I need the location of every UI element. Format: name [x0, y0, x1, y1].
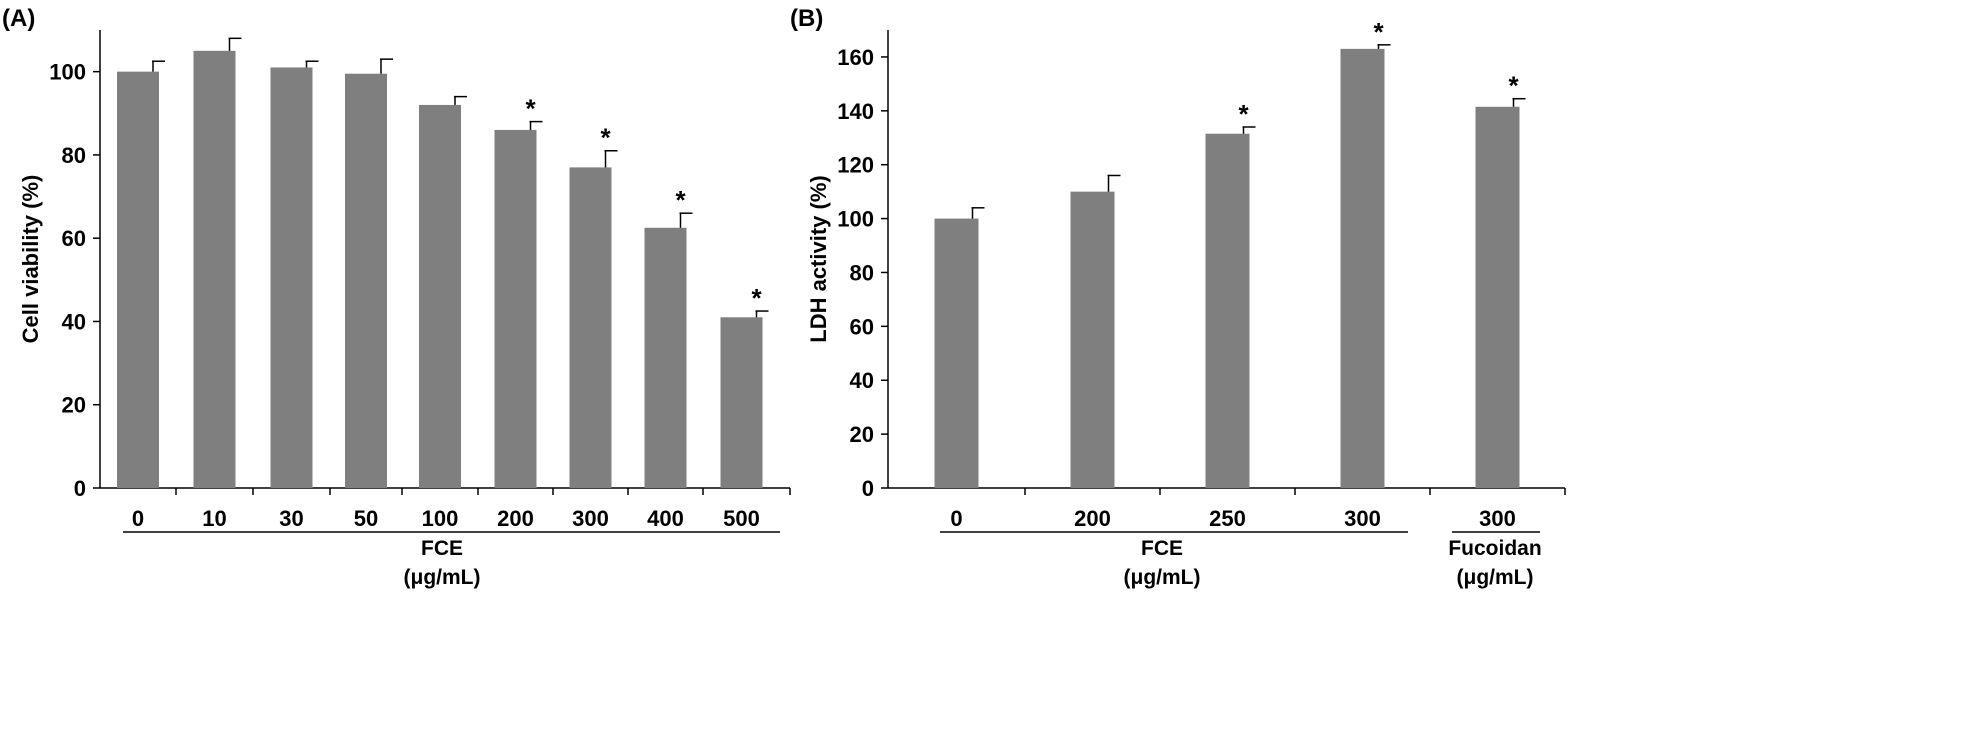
panel-b-y-tick-label: 120: [837, 153, 874, 178]
panel-b-y-tick-label: 140: [837, 99, 874, 124]
panel-a-x-tick-label: 300: [572, 506, 609, 531]
panel-b-y-tick-label: 80: [850, 260, 874, 285]
panel-a-bar: [720, 317, 763, 488]
panel-a-x-tick-label: 200: [497, 506, 534, 531]
panel-a-bar: [117, 71, 159, 489]
panel-b-group-unit-label: (μg/mL): [1124, 566, 1201, 589]
panel-b-group-label: FCE: [1141, 537, 1183, 560]
panel-b-y-tick-label: 40: [850, 368, 874, 393]
panel-a-x-tick-label: 30: [279, 506, 303, 531]
panel-b-significance-marker: *: [1373, 17, 1384, 47]
panel-b-x-tick-label: 300: [1344, 506, 1381, 531]
panel-a-bar: [569, 167, 612, 488]
panel-b-group-label: Fucoidan: [1448, 537, 1541, 560]
panel-b-x-tick-label: 200: [1074, 506, 1111, 531]
panel-b-bar: [934, 218, 979, 488]
panel-b-significance-marker: *: [1508, 71, 1519, 101]
panel-b-y-tick-label: 160: [837, 45, 874, 70]
panel-a-group-label: FCE: [421, 537, 463, 560]
panel-a-significance-marker: *: [600, 123, 611, 153]
panel-a-y-tick-label: 80: [62, 143, 86, 168]
panel-b-y-tick-label: 60: [850, 314, 874, 339]
panel-a-x-tick-label: 10: [202, 506, 226, 531]
panel-b-significance-marker: *: [1238, 99, 1249, 129]
panel-b-y-tick-label: 100: [837, 207, 874, 232]
panel-a-significance-marker: *: [751, 283, 762, 313]
panel-a-bar: [270, 67, 313, 489]
panel-a-y-tick-label: 100: [49, 60, 86, 85]
panel-b-y-tick-label: 20: [850, 422, 874, 447]
panel-a-bar: [494, 129, 537, 488]
panel-a-x-tick-label: 400: [647, 506, 684, 531]
panel-b-bar: [1070, 191, 1115, 488]
panel-b-y-tick-label: 0: [862, 476, 874, 501]
panel-a-bar: [345, 73, 387, 488]
panel-a-y-tick-label: 60: [62, 226, 86, 251]
panel-a-significance-marker: *: [675, 185, 686, 215]
panel-a-y-tick-label: 20: [62, 393, 86, 418]
panel-b-x-tick-label: 250: [1209, 506, 1246, 531]
panel-b-bar: [1340, 48, 1385, 488]
panel-b-x-tick-label: 0: [950, 506, 962, 531]
panel-a-x-tick-label: 50: [354, 506, 378, 531]
panel-b-bar: [1205, 133, 1250, 489]
panel-b-x-tick-label: 300: [1479, 506, 1516, 531]
panel-a-y-axis-title: Cell viability (%): [18, 175, 43, 344]
panel-a-y-tick-label: 40: [62, 309, 86, 334]
panel-b-y-axis-title: LDH activity (%): [806, 175, 831, 342]
panel-a-bar: [419, 104, 461, 488]
panel-a-chart: (A) Cell viability (%) 0 20 40 60 80 100 0 10 30…: [2, 5, 791, 589]
panel-a-x-tick-label: 100: [422, 506, 459, 531]
panel-a-x-tick-label: 500: [723, 506, 760, 531]
panel-a-x-tick-label: 0: [132, 506, 144, 531]
panel-a-label: (A): [2, 5, 35, 32]
panel-b-bar: [1475, 106, 1520, 489]
panel-a-y-tick-label: 0: [74, 476, 86, 501]
panel-b-group-unit-label: (μg/mL): [1457, 566, 1534, 589]
panel-a-significance-marker: *: [525, 94, 536, 124]
panel-a-group-unit-label: (μg/mL): [404, 566, 481, 589]
panel-b-chart: (B) LDH activity (%) 0 20 40 60 80 100 120 140 1…: [790, 5, 1566, 589]
panel-b-label: (B): [790, 5, 823, 32]
panel-a-bar: [644, 227, 687, 489]
panel-a-bar: [193, 50, 236, 489]
